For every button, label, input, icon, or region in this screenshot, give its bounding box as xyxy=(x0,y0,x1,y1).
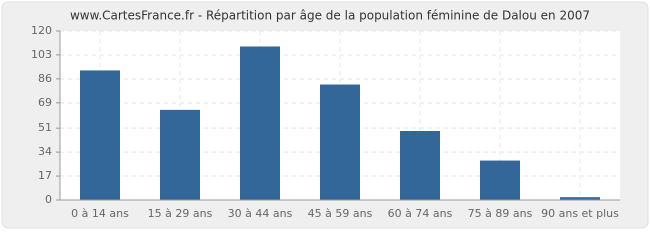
bar xyxy=(560,197,600,200)
bar xyxy=(480,160,520,200)
x-tick-label: 75 à 89 ans xyxy=(468,207,533,220)
x-tick-label: 15 à 29 ans xyxy=(148,207,213,220)
y-tick-label: 69 xyxy=(38,96,52,109)
bar xyxy=(240,46,280,200)
chart: www.CartesFrance.fr - Répartition par âg… xyxy=(1,1,649,229)
bar xyxy=(160,109,200,200)
y-tick-label: 86 xyxy=(38,72,52,85)
chart-title: www.CartesFrance.fr - Répartition par âg… xyxy=(70,9,590,23)
x-tick-label: 30 à 44 ans xyxy=(228,207,293,220)
x-tick-label: 45 à 59 ans xyxy=(308,207,373,220)
bar xyxy=(400,130,440,200)
x-tick-label: 90 ans et plus xyxy=(541,207,619,220)
x-tick-label: 0 à 14 ans xyxy=(71,207,129,220)
y-tick-label: 17 xyxy=(38,169,52,182)
y-tick-label: 51 xyxy=(38,121,52,134)
bar xyxy=(320,84,360,200)
y-tick-label: 0 xyxy=(45,193,52,206)
y-tick-label: 34 xyxy=(38,145,52,158)
y-tick-label: 103 xyxy=(31,48,52,61)
bar xyxy=(80,70,120,200)
x-tick-label: 60 à 74 ans xyxy=(388,207,453,220)
y-tick-label: 120 xyxy=(31,24,52,37)
